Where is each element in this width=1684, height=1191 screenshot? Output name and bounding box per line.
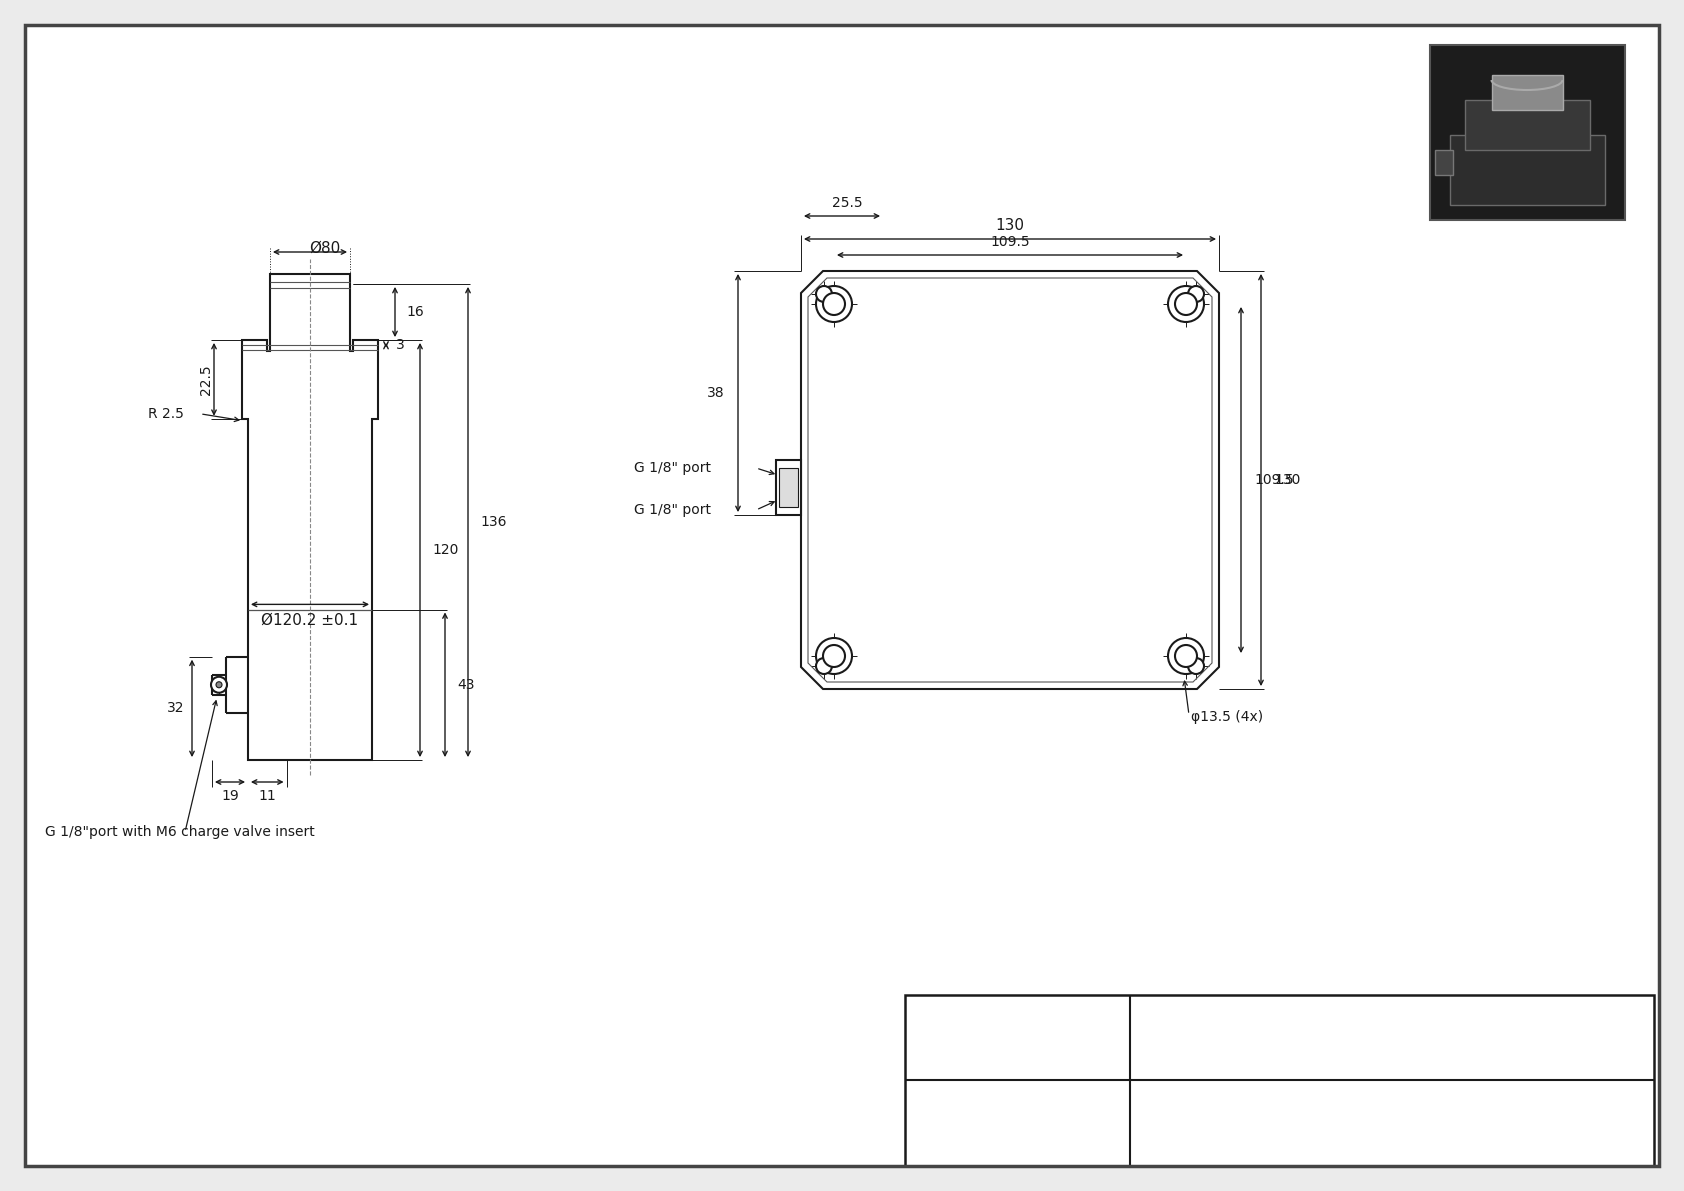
Bar: [1435, 150, 1453, 175]
Text: Part
Number: Part Number: [987, 1108, 1047, 1140]
Circle shape: [1169, 286, 1204, 322]
Bar: [1450, 135, 1605, 205]
Circle shape: [817, 657, 832, 674]
Polygon shape: [242, 274, 377, 760]
Polygon shape: [802, 272, 1219, 690]
Text: ®: ®: [1090, 1022, 1105, 1036]
Text: Nitrogen Gas Spring: Nitrogen Gas Spring: [1315, 1129, 1468, 1145]
Text: 130: 130: [1275, 473, 1300, 487]
Text: 19: 19: [221, 788, 239, 803]
Circle shape: [1175, 293, 1197, 314]
Bar: [1430, 45, 1625, 220]
Text: Ø80: Ø80: [310, 241, 340, 256]
Text: R 2.5: R 2.5: [148, 407, 184, 420]
Circle shape: [216, 681, 222, 687]
Bar: [776, 460, 802, 515]
Circle shape: [1187, 286, 1204, 303]
Text: Ø120.2 ±0.1: Ø120.2 ±0.1: [261, 613, 359, 628]
Bar: [1465, 100, 1590, 150]
Text: 38: 38: [707, 386, 726, 400]
Bar: [1492, 75, 1563, 110]
Text: SHANGHAI LILY BEARING LIMITED: SHANGHAI LILY BEARING LIMITED: [1250, 1034, 1536, 1048]
Text: 22.5: 22.5: [199, 364, 212, 394]
Circle shape: [823, 646, 845, 667]
Text: 109.5: 109.5: [990, 235, 1031, 249]
Text: CU4 SPRM 11800-016: CU4 SPRM 11800-016: [1283, 1105, 1500, 1123]
Text: 32: 32: [167, 701, 184, 716]
Text: G 1/8"port with M6 charge valve insert: G 1/8"port with M6 charge valve insert: [45, 825, 315, 838]
Text: 43: 43: [456, 678, 475, 692]
Circle shape: [817, 286, 832, 303]
Circle shape: [1169, 638, 1204, 674]
Text: 25.5: 25.5: [832, 197, 862, 210]
Text: 120: 120: [433, 543, 458, 557]
Circle shape: [817, 638, 852, 674]
Circle shape: [210, 676, 227, 693]
Text: G 1/8" port: G 1/8" port: [633, 461, 711, 475]
Bar: [904, 994, 1654, 1166]
Text: 16: 16: [406, 305, 424, 319]
Text: 11: 11: [258, 788, 276, 803]
Text: G 1/8" port: G 1/8" port: [633, 503, 711, 517]
Text: 3: 3: [396, 338, 404, 353]
Text: Email: lilybearing@lily-bearing.com: Email: lilybearing@lily-bearing.com: [1268, 1056, 1516, 1071]
Text: 109.5: 109.5: [1255, 473, 1293, 487]
Circle shape: [1175, 646, 1197, 667]
Text: φ13.5 (4x): φ13.5 (4x): [1191, 710, 1263, 724]
Circle shape: [1187, 657, 1204, 674]
Circle shape: [817, 286, 852, 322]
Bar: [780, 468, 798, 507]
Text: LILY: LILY: [962, 1017, 1073, 1065]
Circle shape: [823, 293, 845, 314]
Text: 130: 130: [995, 218, 1024, 232]
Text: 136: 136: [480, 515, 507, 529]
